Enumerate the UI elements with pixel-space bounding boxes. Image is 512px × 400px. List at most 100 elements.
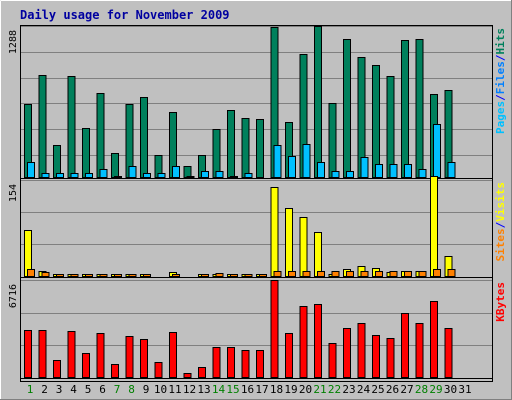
bar-kbytes-day-8 bbox=[125, 336, 134, 378]
bar-sites-day-18 bbox=[273, 271, 282, 277]
bar-sites-day-21 bbox=[317, 271, 325, 277]
bar-sites-day-16 bbox=[244, 274, 253, 277]
bar-files-day-13 bbox=[201, 171, 209, 178]
x-label-day-24: 24 bbox=[357, 383, 371, 396]
x-label-day-2: 2 bbox=[41, 383, 48, 396]
bar-sites-day-4 bbox=[70, 274, 79, 277]
bar-hits-day-23 bbox=[343, 39, 351, 178]
bar-visits-day-19 bbox=[285, 208, 293, 277]
bar-hits-day-26 bbox=[386, 76, 395, 178]
x-label-day-25: 25 bbox=[371, 383, 384, 396]
bar-sites-day-6 bbox=[99, 274, 108, 277]
bar-sites-day-5 bbox=[85, 274, 93, 277]
bar-kbytes-day-1 bbox=[24, 330, 32, 378]
bar-files-day-14 bbox=[215, 171, 224, 178]
plot-area bbox=[20, 25, 493, 382]
bar-files-day-5 bbox=[85, 173, 93, 178]
bar-kbytes-day-3 bbox=[53, 360, 61, 378]
x-axis-day-labels: 1 2 3 4 5 6 7 8 9 10 11 12 13 14 15 16 17 18 19 20 21 22 23 24 2… bbox=[27, 383, 472, 396]
x-label-day-8: 8 bbox=[128, 383, 135, 396]
bar-kbytes-day-11 bbox=[169, 332, 177, 378]
bar-sites-day-2 bbox=[41, 272, 50, 277]
bar-files-day-30 bbox=[447, 162, 456, 178]
bar-files-day-7 bbox=[114, 176, 122, 178]
bar-hits-day-9 bbox=[140, 97, 148, 178]
bar-kbytes-day-2 bbox=[38, 330, 47, 378]
bar-files-day-1 bbox=[27, 162, 35, 178]
chart-title: Daily usage for November 2009 bbox=[20, 8, 230, 22]
bar-hits-day-3 bbox=[53, 145, 61, 178]
bar-visits-day-20 bbox=[299, 217, 308, 277]
bar-hits-day-16 bbox=[241, 118, 250, 178]
bar-files-day-11 bbox=[172, 166, 180, 178]
bar-kbytes-day-14 bbox=[212, 347, 221, 378]
bar-hits-day-2 bbox=[38, 75, 47, 178]
bar-kbytes-day-7 bbox=[111, 364, 119, 378]
legend-part: Visits bbox=[494, 182, 507, 222]
bar-files-day-15 bbox=[230, 176, 238, 178]
legend-part: Hits bbox=[494, 28, 507, 55]
bar-kbytes-day-6 bbox=[96, 333, 105, 378]
bar-hits-day-12 bbox=[183, 166, 192, 178]
legend-label-top: Pages/Files/Hits bbox=[494, 28, 507, 134]
bar-kbytes-day-28 bbox=[415, 323, 424, 378]
x-label-day-5: 5 bbox=[85, 383, 92, 396]
x-label-day-30: 30 bbox=[444, 383, 457, 396]
bar-sites-day-14 bbox=[215, 273, 224, 277]
bar-hits-day-27 bbox=[401, 40, 409, 178]
bar-kbytes-day-27 bbox=[401, 313, 409, 378]
bar-kbytes-day-30 bbox=[444, 328, 453, 378]
bar-sites-day-15 bbox=[230, 274, 238, 277]
bar-visits-day-18 bbox=[270, 187, 279, 277]
bar-files-day-9 bbox=[143, 173, 151, 178]
bar-kbytes-day-17 bbox=[256, 350, 264, 378]
bar-files-day-21 bbox=[317, 162, 325, 178]
bar-files-day-20 bbox=[302, 144, 311, 178]
x-label-day-15: 15 bbox=[226, 383, 239, 396]
bar-files-day-22 bbox=[331, 171, 340, 178]
bar-hits-day-15 bbox=[227, 110, 235, 178]
legend-label-bottom: KBytes bbox=[494, 282, 507, 322]
bar-hits-day-7 bbox=[111, 153, 119, 178]
bar-sites-day-30 bbox=[447, 269, 456, 277]
x-label-day-27: 27 bbox=[400, 383, 413, 396]
bar-kbytes-day-12 bbox=[183, 373, 192, 378]
bar-files-day-28 bbox=[418, 169, 427, 178]
bar-sites-day-11 bbox=[172, 274, 180, 277]
bar-files-day-4 bbox=[70, 173, 79, 178]
bar-kbytes-day-23 bbox=[343, 328, 351, 378]
bar-files-day-16 bbox=[244, 173, 253, 178]
bar-kbytes-day-19 bbox=[285, 333, 293, 378]
bar-kbytes-day-21 bbox=[314, 304, 322, 378]
bar-files-day-12 bbox=[186, 176, 195, 178]
panel-middle: 154 Sites/Visits bbox=[8, 176, 507, 278]
x-label-day-20: 20 bbox=[299, 383, 312, 396]
bar-visits-day-21 bbox=[314, 232, 322, 277]
bar-files-day-2 bbox=[41, 173, 50, 178]
bar-sites-day-26 bbox=[389, 271, 398, 277]
bar-sites-day-25 bbox=[375, 271, 383, 277]
x-label-day-16: 16 bbox=[241, 383, 254, 396]
bar-kbytes-day-13 bbox=[198, 367, 206, 378]
legend-part: Files bbox=[494, 61, 507, 94]
legend-part: / bbox=[494, 94, 507, 101]
bar-hits-day-22 bbox=[328, 103, 337, 178]
x-label-day-29: 29 bbox=[429, 383, 442, 396]
bar-files-day-10 bbox=[157, 173, 166, 178]
bar-sites-day-1 bbox=[27, 269, 35, 277]
bar-sites-day-3 bbox=[56, 274, 64, 277]
scale-label-bottom: 6716 bbox=[8, 284, 19, 308]
bar-hits-day-28 bbox=[415, 39, 424, 178]
x-label-day-1: 1 bbox=[27, 383, 34, 396]
bar-hits-day-5 bbox=[82, 128, 90, 178]
legend-part: / bbox=[494, 54, 507, 61]
bar-files-day-26 bbox=[389, 164, 398, 178]
bar-kbytes-day-25 bbox=[372, 335, 380, 378]
x-label-day-26: 26 bbox=[386, 383, 399, 396]
bar-sites-day-23 bbox=[346, 271, 354, 277]
bar-sites-day-17 bbox=[259, 274, 267, 277]
bar-kbytes-day-18 bbox=[270, 280, 279, 378]
